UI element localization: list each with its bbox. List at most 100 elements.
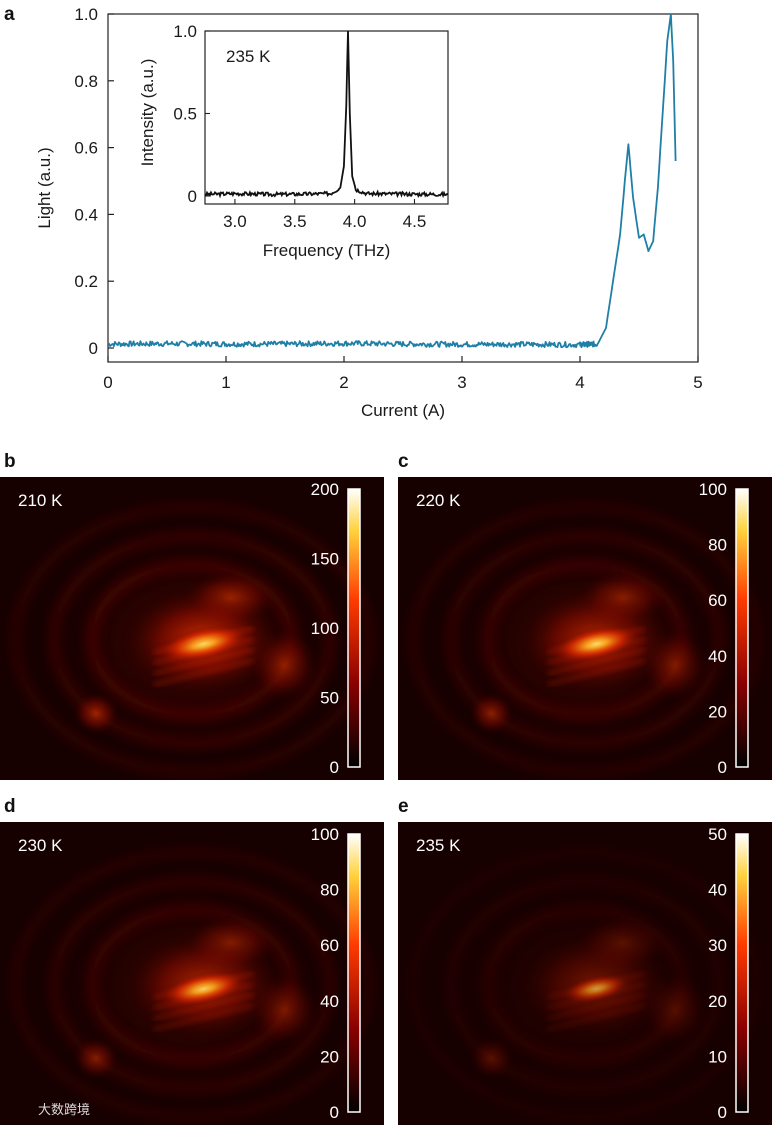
colorbar-tick-label: 20 (708, 992, 727, 1011)
panel-letter-b: b (4, 451, 16, 472)
heatmap-temperature-label: 210 K (18, 491, 63, 510)
heatmap-streak (547, 982, 646, 1010)
colorbar-tick-label: 40 (320, 992, 339, 1011)
heatmap-temperature-label: 230 K (18, 836, 63, 855)
heatmap-lobe (72, 692, 120, 735)
panel-letter-a: a (4, 4, 15, 25)
colorbar (347, 833, 361, 1113)
colorbar-tick-label: 40 (708, 647, 727, 666)
colorbar (735, 488, 749, 768)
panel-letter-e: e (398, 796, 409, 817)
colorbar-tick-label: 150 (311, 550, 339, 569)
main-plot-axes: 0 1 2 3 4 5 0 0.2 0.4 0.6 0.8 1.0 Current (A) Light (… (35, 5, 703, 420)
colorbar-tick-label: 0 (330, 758, 339, 777)
heatmap-streak (547, 993, 646, 1021)
main-plot-frame (107, 13, 699, 363)
heatmap-ring (49, 877, 335, 1093)
heatmap-panel-c: 220 K 100 80 60 40 20 0 (398, 477, 772, 780)
heatmap-field (11, 503, 373, 777)
heatmap-temperature-label: 220 K (416, 491, 461, 510)
heatmap-field (408, 848, 762, 1122)
colorbar-tick-label: 80 (708, 536, 727, 555)
colorbar-tick-label: 50 (708, 825, 727, 844)
colorbar-tick-label: 0 (718, 758, 727, 777)
colorbar-tick-label: 0 (718, 1103, 727, 1122)
heatmap-panel-e: 235 K 50 40 30 20 10 0 (398, 822, 772, 1125)
inset-x-tick-label: 4.5 (403, 212, 427, 231)
colorbar-tick-label: 20 (708, 702, 727, 721)
heatmap-ring (11, 503, 373, 777)
heatmap-streak (153, 972, 254, 1000)
colorbar (347, 488, 361, 768)
inset-plot-axes: 3.0 3.5 4.0 4.5 0 0.5 1.0 Frequency (THz) Intens… (138, 22, 449, 260)
colorbar-tick-label: 100 (311, 619, 339, 638)
colorbar-tick-label: 100 (311, 825, 339, 844)
heatmap-panel-d: 230 K 100 80 60 40 20 0 (0, 822, 384, 1125)
colorbar-tick-label: 200 (311, 480, 339, 499)
heatmap-field (408, 503, 762, 777)
x-axis-label: Current (A) (361, 401, 445, 420)
y-axis-label: Light (a.u.) (35, 147, 54, 228)
heatmap-streak (153, 982, 254, 1010)
heatmap-streak (153, 658, 254, 687)
colorbar (735, 833, 749, 1113)
y-tick-label: 0 (89, 339, 98, 358)
heatmap-streak (153, 637, 254, 665)
heatmap-streak (547, 648, 646, 676)
inset-x-tick-label: 3.0 (223, 212, 247, 231)
inset-x-axis-label: Frequency (THz) (263, 241, 391, 260)
heatmap-ring (408, 503, 762, 777)
heatmap-ring (11, 848, 373, 1122)
colorbar-tick-label: 30 (708, 936, 727, 955)
y-tick-label: 0.4 (74, 205, 98, 224)
heatmap-ring (446, 877, 724, 1093)
heatmap-streak (153, 993, 254, 1021)
heatmap-streak (153, 1003, 254, 1032)
x-tick-label: 2 (339, 373, 348, 392)
inset-y-tick-label: 1.0 (173, 22, 197, 41)
heatmap-ring (49, 532, 335, 748)
y-tick-label: 0.2 (74, 272, 98, 291)
inset-y-axis-label: Intensity (a.u.) (138, 59, 157, 167)
panel-letter-c: c (398, 451, 409, 472)
inset-plot-frame (204, 30, 449, 205)
heatmap-streak (547, 627, 646, 655)
colorbar-tick-label: 0 (330, 1103, 339, 1122)
inset-temperature-annotation: 235 K (226, 47, 271, 66)
x-tick-label: 3 (457, 373, 466, 392)
colorbar-tick-label: 60 (708, 591, 727, 610)
heatmap-streak (153, 627, 254, 655)
heatmap-lobe (72, 1037, 120, 1080)
colorbar-tick-label: 50 (320, 689, 339, 708)
inset-x-tick-label: 4.0 (343, 212, 367, 231)
colorbar-tick-label: 100 (699, 480, 727, 499)
heatmap-streak (547, 1003, 646, 1032)
spectrum-series-line (204, 30, 449, 199)
y-tick-label: 1.0 (74, 5, 98, 24)
panel-letter-d: d (4, 796, 16, 817)
heatmap-streak (153, 648, 254, 676)
heatmap-ring (446, 532, 724, 748)
colorbar-tick-label: 20 (320, 1047, 339, 1066)
watermark-text: 大数跨境 (38, 1103, 90, 1118)
x-tick-label: 0 (103, 373, 112, 392)
heatmap-ring (408, 848, 762, 1122)
heatmap-lobe (469, 1037, 514, 1080)
x-tick-label: 5 (693, 373, 702, 392)
heatmap-lobe (469, 692, 514, 735)
y-tick-label: 0.8 (74, 72, 98, 91)
inset-y-tick-label: 0.5 (173, 105, 197, 124)
x-tick-label: 4 (575, 373, 584, 392)
inset-y-tick-label: 0 (188, 187, 197, 206)
colorbar-tick-label: 40 (708, 881, 727, 900)
inset-x-tick-label: 3.5 (283, 212, 307, 231)
heatmap-streak (547, 972, 646, 1000)
heatmap-temperature-label: 235 K (416, 836, 461, 855)
light-current-series-line (107, 13, 677, 349)
colorbar-tick-label: 60 (320, 936, 339, 955)
y-tick-label: 0.6 (74, 139, 98, 158)
heatmap-streak (547, 637, 646, 665)
colorbar-tick-label: 10 (708, 1047, 727, 1066)
heatmap-field (11, 848, 373, 1122)
x-tick-label: 1 (221, 373, 230, 392)
